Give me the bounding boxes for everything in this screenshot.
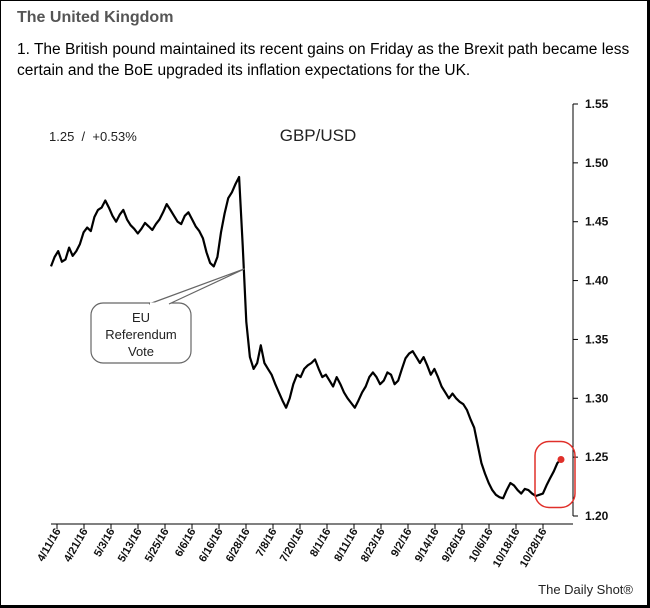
x-tick-label: 7/20/16 <box>278 527 307 565</box>
callout-pointer <box>148 268 245 305</box>
y-tick-label: 1.45 <box>585 215 609 229</box>
x-tick-label: 5/13/16 <box>116 527 145 565</box>
x-tick-label: 8/1/16 <box>308 527 334 559</box>
section-title: The United Kingdom <box>17 9 174 26</box>
chart-title: GBP/USD <box>280 126 357 145</box>
x-tick-label: 4/21/16 <box>62 527 91 565</box>
x-axis: 4/11/164/21/16 5/3/165/13/165/25/16 6/6/16… <box>35 523 573 570</box>
highlight-box <box>534 440 576 509</box>
x-tick-label: 7/8/16 <box>254 527 280 559</box>
y-tick-label: 1.25 <box>585 450 609 464</box>
annotation-layer: EU Referendum Vote <box>90 268 245 364</box>
x-tick-label: 6/28/16 <box>224 527 253 565</box>
x-tick-label: 4/11/16 <box>35 527 63 564</box>
series-line-gbp-usd <box>49 175 562 500</box>
callout-box <box>90 302 192 364</box>
x-tick-label: 8/23/16 <box>359 527 388 565</box>
callout-text-line: Referendum <box>105 327 177 342</box>
x-tick-label: 9/2/16 <box>389 527 415 559</box>
x-tick-label: 8/11/16 <box>332 527 360 564</box>
last-point-marker <box>557 455 565 463</box>
x-tick-label: 10/6/16 <box>467 527 496 565</box>
y-tick-label: 1.50 <box>585 156 609 170</box>
y-tick-label: 1.30 <box>585 391 609 405</box>
source-credit: The Daily Shot® <box>538 582 633 597</box>
y-tick-label: 1.55 <box>585 97 609 111</box>
x-tick-label: 6/6/16 <box>173 527 199 559</box>
x-tick-label: 9/14/16 <box>413 527 442 565</box>
x-tick-label: 10/28/16 <box>518 527 550 570</box>
y-tick-label: 1.40 <box>585 274 609 288</box>
y-tick-label: 1.20 <box>585 509 609 523</box>
callout-text-line: Vote <box>128 344 154 359</box>
y-tick-label: 1.35 <box>585 332 609 346</box>
y-axis: 1.20 1.25 1.30 1.35 1.40 1.45 1.50 1.55 <box>572 97 609 523</box>
series-layer <box>49 175 576 509</box>
article-description: 1. The British pound maintained its rece… <box>17 41 630 79</box>
x-tick-label: 5/3/16 <box>92 527 118 559</box>
x-tick-label: 6/16/16 <box>197 527 226 565</box>
current-value-label: 1.25 / +0.53% <box>49 129 137 144</box>
x-tick-label: 5/25/16 <box>143 527 172 565</box>
callout-text-line: EU <box>132 310 150 325</box>
x-tick-label: 9/26/16 <box>440 527 469 565</box>
